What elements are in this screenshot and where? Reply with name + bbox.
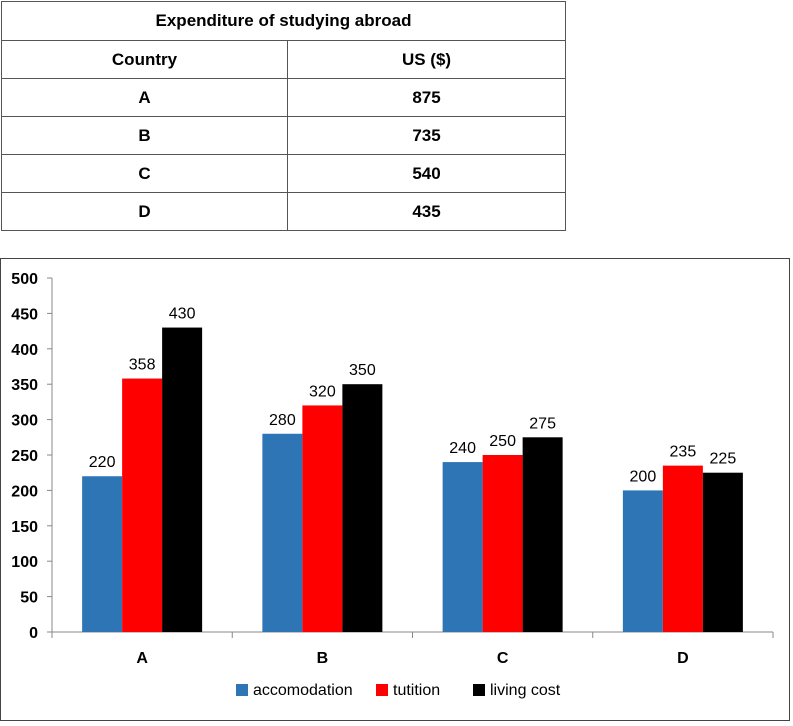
bar-living-cost-C [522, 437, 563, 632]
bar-living-cost-A [162, 327, 203, 632]
bar-tutition-A [122, 378, 163, 632]
bar-accomodation-D [622, 490, 663, 632]
bar-living-cost-D [702, 472, 743, 632]
y-tick-label: 500 [11, 271, 38, 288]
header-country: Country [1, 40, 288, 79]
chart-frame [0, 258, 790, 721]
data-label: 225 [710, 451, 737, 468]
data-label: 240 [449, 440, 476, 457]
y-tick-label: 200 [11, 483, 38, 500]
legend-swatch-accomodation [236, 684, 248, 696]
value-cell: 435 [287, 192, 566, 231]
table-row: B 735 [1, 116, 566, 155]
y-tick-label: 100 [11, 554, 38, 571]
y-tick-label: 450 [11, 306, 38, 323]
y-tick-label: 300 [11, 413, 38, 430]
data-label: 358 [129, 357, 156, 374]
data-label: 320 [309, 383, 336, 400]
data-label: 350 [349, 362, 376, 379]
bar-tutition-D [662, 465, 703, 632]
table-title: Expenditure of studying abroad [1, 1, 566, 41]
legend-label: accomodation [253, 682, 353, 699]
data-label: 275 [529, 415, 556, 432]
country-cell: C [1, 154, 288, 193]
y-tick-label: 350 [11, 377, 38, 394]
country-cell: D [1, 192, 288, 231]
data-label: 220 [89, 454, 116, 471]
x-tick-label: D [677, 650, 689, 667]
y-tick-label: 400 [11, 342, 38, 359]
table-row: C 540 [1, 154, 566, 193]
table-title-row: Expenditure of studying abroad [1, 1, 566, 41]
table-row: D 435 [1, 192, 566, 231]
y-tick-label: 150 [11, 519, 38, 536]
value-cell: 735 [287, 116, 566, 155]
table-header-row: Country US ($) [1, 40, 566, 79]
bar-living-cost-B [342, 384, 383, 632]
x-tick-label: C [497, 650, 509, 667]
bar-tutition-B [302, 405, 343, 632]
x-tick-label: B [317, 650, 329, 667]
bar-accomodation-C [442, 462, 483, 632]
value-cell: 540 [287, 154, 566, 193]
bar-accomodation-A [82, 476, 123, 632]
legend-swatch-tutition [376, 684, 388, 696]
data-label: 250 [489, 433, 516, 450]
legend-swatch-living-cost [473, 684, 485, 696]
data-label: 200 [630, 468, 657, 485]
data-label: 430 [169, 306, 196, 323]
x-tick-label: A [136, 650, 148, 667]
value-cell: 875 [287, 78, 566, 117]
country-cell: A [1, 78, 288, 117]
y-tick-label: 250 [11, 448, 38, 465]
data-label: 280 [269, 412, 296, 429]
bar-tutition-C [482, 455, 523, 632]
expenditure-table: Expenditure of studying abroad Country U… [1, 1, 566, 231]
table-row: A 875 [1, 78, 566, 117]
bar-accomodation-B [262, 433, 303, 632]
y-tick-label: 0 [29, 625, 38, 642]
y-tick-label: 50 [20, 590, 38, 607]
legend-label: tutition [393, 682, 440, 699]
data-label: 235 [670, 444, 697, 461]
legend-label: living cost [490, 682, 561, 699]
